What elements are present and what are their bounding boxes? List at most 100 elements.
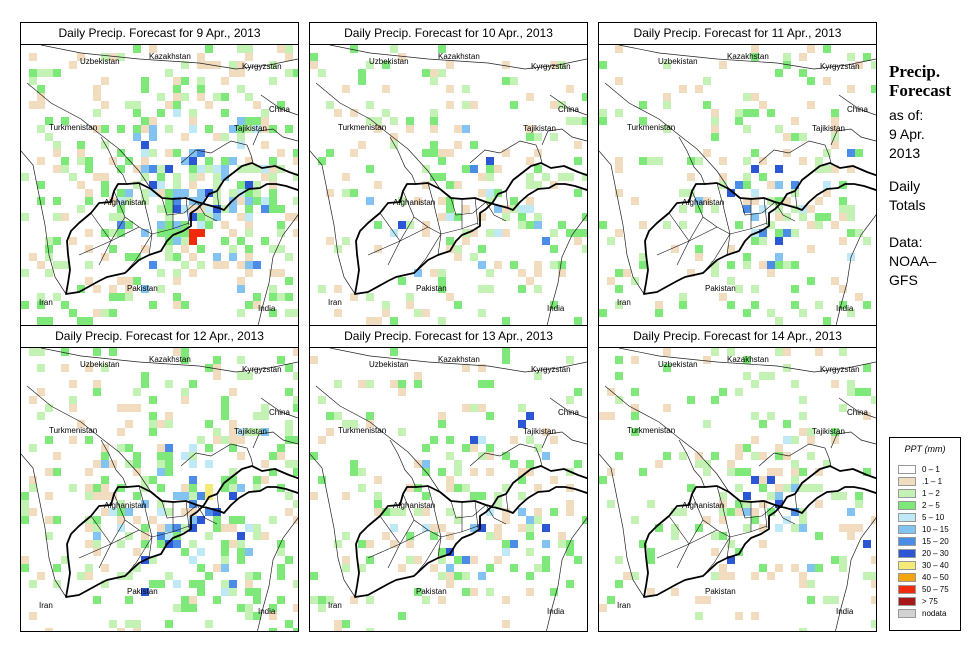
precip-cell (85, 364, 93, 372)
precip-cell (454, 181, 462, 189)
precip-cell (462, 125, 470, 133)
country-border (26, 385, 152, 493)
precip-cell (253, 293, 261, 301)
precip-cell (615, 396, 623, 404)
precip-cell (221, 556, 229, 564)
precip-cell (438, 412, 446, 420)
precip-cell (655, 301, 663, 309)
precip-cell (205, 364, 213, 372)
precip-cell (181, 229, 189, 237)
precip-cell (390, 317, 398, 325)
precip-cell (109, 285, 117, 293)
precip-cell (269, 173, 277, 181)
precip-cell (318, 436, 326, 444)
precip-cell (141, 540, 149, 548)
precip-cell (775, 484, 783, 492)
precip-cell (285, 436, 293, 444)
precip-cell (149, 412, 157, 420)
precip-cell (454, 556, 462, 564)
precip-cell (125, 277, 133, 285)
precip-cell (639, 117, 647, 125)
precip-cell (390, 45, 398, 53)
precip-cell (173, 205, 181, 213)
precip-cell (189, 165, 197, 173)
side-title-line1: Precip. (889, 62, 941, 81)
precip-cell (462, 165, 470, 173)
precip-cell (647, 500, 655, 508)
precip-cell (462, 484, 470, 492)
precip-cell (751, 572, 759, 580)
precip-cell (414, 380, 422, 388)
province-border (794, 493, 798, 512)
precip-cell (566, 173, 574, 181)
precip-cell (687, 396, 695, 404)
precip-cell (510, 540, 518, 548)
country-border (26, 82, 152, 190)
precip-cell (679, 452, 687, 460)
precip-cell (21, 213, 29, 221)
precip-cell (751, 213, 759, 221)
precip-cell (141, 532, 149, 540)
precip-cell (759, 229, 767, 237)
precip-cell (767, 109, 775, 117)
precip-cell (422, 508, 430, 516)
country-border (838, 94, 876, 116)
as-of-label: as of: (889, 107, 924, 123)
precip-cell (269, 612, 277, 620)
precip-cell (839, 564, 847, 572)
precip-cell (85, 436, 93, 444)
precip-cell (334, 285, 342, 293)
precip-cell (29, 396, 37, 404)
precip-cell (406, 532, 414, 540)
precip-cell (703, 420, 711, 428)
precip-cell (815, 348, 823, 356)
precip-cell (534, 516, 542, 524)
precip-cell (446, 61, 454, 69)
precip-cell (486, 165, 494, 173)
precip-cell (205, 165, 213, 173)
precip-cell (759, 372, 767, 380)
precip-cell (855, 524, 863, 532)
precip-cell (69, 173, 77, 181)
precip-cell (558, 532, 566, 540)
precip-cell (189, 476, 197, 484)
precip-cell (245, 548, 253, 556)
precip-cell (189, 125, 197, 133)
precip-cell (237, 61, 245, 69)
precip-cell (775, 165, 783, 173)
panel-title: Daily Precip. Forecast for 12 Apr., 2013 (21, 326, 298, 348)
precip-cell (221, 109, 229, 117)
precip-cell (69, 237, 77, 245)
precip-cell (77, 285, 85, 293)
precip-cell (470, 141, 478, 149)
precip-cell (165, 540, 173, 548)
precip-cell (663, 93, 671, 101)
precip-cell (293, 197, 298, 205)
precip-cell (751, 109, 759, 117)
precip-cell (109, 508, 117, 516)
province-border (413, 233, 442, 274)
precip-cell (807, 277, 815, 285)
precip-cell (366, 117, 374, 125)
precip-cell (711, 117, 719, 125)
precip-cell (518, 205, 526, 213)
precip-cell (117, 516, 125, 524)
country-label-kyrgyzstan: Kyrgyzstan (242, 365, 282, 374)
precip-cell (253, 484, 261, 492)
precip-cell (615, 229, 623, 237)
precip-cell (53, 516, 61, 524)
precip-cell (205, 205, 213, 213)
precip-cell (462, 556, 470, 564)
precip-cell (470, 556, 478, 564)
precip-cell (181, 604, 189, 612)
precip-cell (759, 524, 767, 532)
side-info: Precip. Forecast as of: 9 Apr. 2013 Dail… (889, 62, 973, 290)
precip-cell (775, 237, 783, 245)
precip-cell (839, 348, 847, 356)
precip-cell (743, 205, 751, 213)
precip-cell (799, 157, 807, 165)
precip-cell (109, 229, 117, 237)
precip-cell (310, 572, 318, 580)
precip-cell (743, 173, 751, 181)
precip-cell (189, 205, 197, 213)
